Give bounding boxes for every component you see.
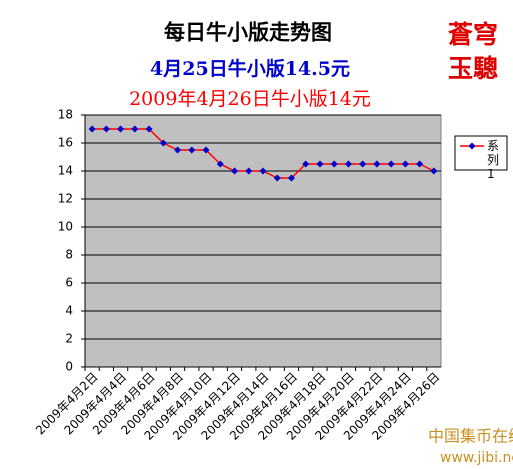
legend-label: 系列1	[487, 139, 500, 181]
marker	[344, 160, 352, 168]
marker	[359, 160, 367, 168]
marker	[416, 160, 424, 168]
marker	[259, 167, 267, 175]
y-tick-label: 8	[65, 248, 73, 262]
logo: 玉驄	[448, 54, 498, 83]
marker	[287, 174, 295, 182]
y-tick-label: 12	[58, 192, 73, 206]
plot-area	[84, 114, 442, 368]
y-tick-label: 6	[65, 276, 73, 290]
y-tick-label: 4	[65, 304, 73, 318]
watermark: 中国集币在线	[428, 427, 513, 446]
marker	[117, 125, 125, 133]
marker	[302, 160, 310, 168]
legend-box	[454, 135, 508, 171]
y-tick-label: 18	[58, 108, 73, 122]
marker	[216, 160, 224, 168]
y-tick-label: 2	[65, 332, 73, 346]
marker	[88, 125, 96, 133]
marker	[131, 125, 139, 133]
logo: 蒼穹	[448, 20, 498, 49]
marker	[231, 167, 239, 175]
marker	[202, 146, 210, 154]
marker	[145, 125, 153, 133]
subtitle: 2009年4月26日牛小版14元	[129, 88, 371, 110]
marker	[330, 160, 338, 168]
marker	[159, 139, 167, 147]
marker	[245, 167, 253, 175]
subtitle: 4月25日牛小版14.5元	[150, 57, 350, 80]
y-tick-label: 10	[58, 220, 73, 234]
watermark: www.jibi.net	[440, 450, 513, 466]
marker	[373, 160, 381, 168]
chart-title: 每日牛小版走势图	[164, 20, 332, 45]
marker	[401, 160, 409, 168]
y-tick-label: 14	[58, 164, 73, 178]
marker	[188, 146, 196, 154]
marker	[273, 174, 281, 182]
marker	[102, 125, 110, 133]
marker	[387, 160, 395, 168]
marker	[430, 167, 438, 175]
y-tick-label: 16	[58, 136, 73, 150]
y-tick-label: 0	[65, 360, 73, 374]
legend-marker	[468, 142, 476, 150]
marker	[316, 160, 324, 168]
marker	[174, 146, 182, 154]
